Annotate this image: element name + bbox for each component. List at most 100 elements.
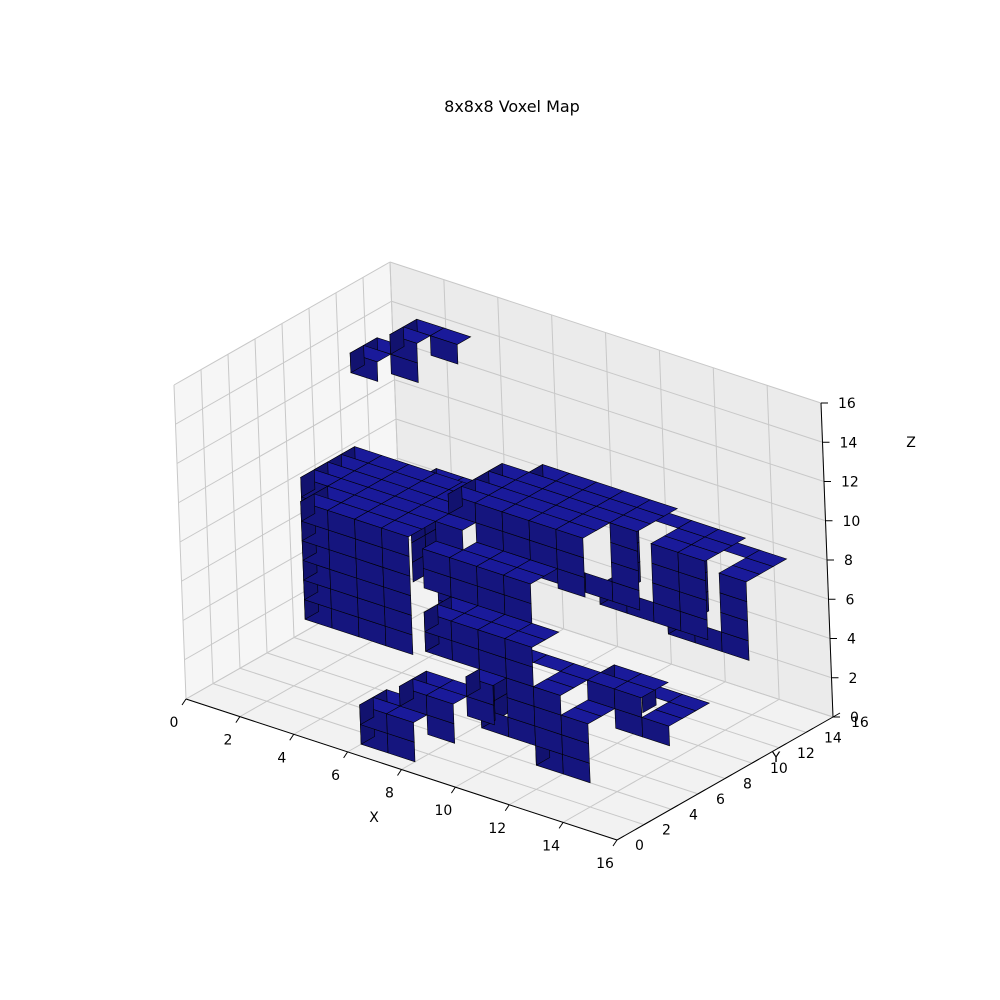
z-tick-label: 14 [840, 435, 858, 451]
voxel-face [423, 603, 439, 633]
x-tick-mark [289, 733, 295, 741]
voxel-face [503, 574, 532, 605]
y-tick-label: 6 [716, 792, 725, 808]
y-tick-label: 4 [689, 807, 698, 823]
voxel [465, 668, 508, 706]
grid-line [394, 379, 826, 522]
voxel-face [381, 527, 410, 557]
y-tick-mark [616, 835, 625, 841]
y-tick-mark [832, 712, 841, 718]
grid-line [389, 261, 822, 404]
voxel [448, 549, 491, 587]
voxel [326, 502, 369, 540]
voxel [434, 513, 477, 551]
voxel-face [555, 528, 584, 559]
grid-line [179, 418, 397, 543]
voxel-face [300, 469, 316, 498]
voxel [501, 503, 544, 541]
x-tick-mark [504, 804, 510, 812]
voxel [447, 485, 490, 524]
voxel [423, 603, 466, 642]
voxel-face [435, 520, 464, 551]
voxel-face [389, 326, 405, 355]
x-tick-mark [450, 786, 456, 794]
x-axis-label: X [369, 810, 379, 826]
voxel [450, 612, 493, 650]
voxel [609, 514, 652, 552]
voxel-face [425, 694, 455, 725]
chart-title: 8x8x8 Voxel Map [444, 97, 580, 116]
z-tick-label: 4 [847, 632, 856, 648]
voxel [502, 567, 545, 605]
x-tick-mark [397, 769, 402, 776]
y-tick-label: 14 [824, 730, 842, 746]
grid-line [392, 340, 825, 482]
y-tick-label: 0 [635, 838, 644, 854]
voxel [425, 687, 468, 725]
voxel [380, 519, 423, 557]
y-tick-mark [778, 743, 787, 749]
voxel [299, 493, 342, 531]
axis-lines [181, 402, 841, 847]
grid-line [175, 300, 392, 425]
voxel [429, 327, 472, 365]
y-tick-mark [670, 804, 679, 810]
voxel-face [359, 696, 375, 726]
x-tick-label: 12 [488, 821, 506, 837]
y-tick-mark [751, 758, 760, 764]
voxel [532, 678, 575, 716]
x-tick-mark [612, 839, 618, 847]
z-tick-label: 10 [843, 514, 861, 530]
x-tick-label: 10 [434, 803, 452, 819]
x-tick-mark [235, 716, 241, 723]
voxel [677, 544, 720, 582]
voxel-face [349, 344, 365, 374]
grid-line [212, 683, 645, 826]
voxel [504, 630, 547, 668]
y-tick-label: 10 [770, 761, 788, 777]
voxel [477, 621, 520, 659]
z-tick-label: 8 [844, 553, 853, 569]
voxel [586, 672, 629, 710]
voxel [560, 707, 603, 745]
grid-line [173, 261, 391, 386]
x-tick-label: 2 [223, 733, 232, 749]
voxel-face [300, 493, 316, 522]
y-tick-mark [724, 774, 733, 779]
z-tick-label: 6 [846, 592, 855, 608]
voxel-face [429, 335, 459, 365]
voxel-face [718, 572, 748, 603]
voxel-face [560, 714, 590, 745]
voxel [385, 705, 428, 743]
voxel [358, 696, 401, 734]
x-tick-label: 4 [277, 750, 286, 766]
voxel-face [609, 522, 638, 552]
voxel [389, 326, 432, 364]
voxel-face [641, 716, 670, 747]
x-tick-label: 16 [596, 856, 614, 872]
y-tick-mark [697, 789, 706, 795]
grid-line [391, 300, 823, 443]
x-tick-mark [558, 822, 564, 829]
z-tick-label: 12 [841, 475, 859, 491]
voxel [398, 678, 441, 716]
z-tick-label: 2 [849, 671, 858, 687]
voxel-face [398, 678, 414, 707]
voxel-face [677, 551, 706, 582]
voxel [555, 521, 598, 559]
grid-line [239, 667, 672, 810]
voxel [718, 565, 761, 603]
voxel [641, 709, 684, 747]
grid-line [178, 379, 395, 504]
z-tick-label: 0 [850, 710, 859, 726]
x-tick-label: 6 [331, 768, 340, 784]
x-tick-label: 8 [385, 786, 394, 802]
voxel-face [447, 485, 463, 515]
x-tick-mark [181, 698, 187, 706]
y-tick-mark [643, 820, 652, 826]
voxel-group [299, 318, 788, 784]
y-axis-label: Y [771, 750, 781, 766]
voxel-face [532, 686, 562, 716]
x-tick-label: 0 [170, 715, 179, 731]
